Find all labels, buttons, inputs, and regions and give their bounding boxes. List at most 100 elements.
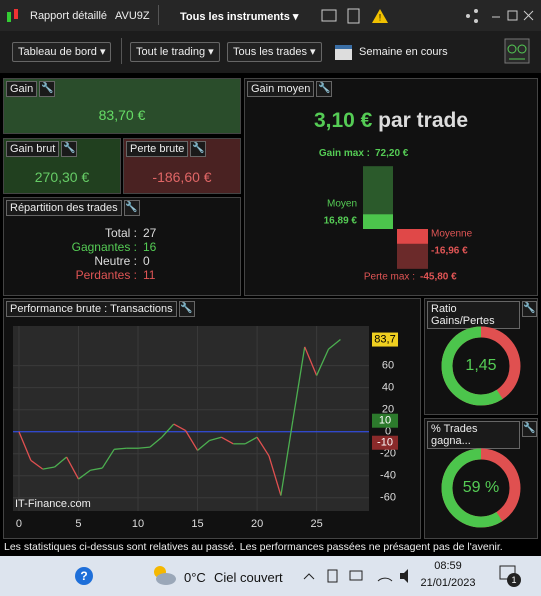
wrench[interactable]: 🔧 xyxy=(521,421,537,437)
donut: 59 % xyxy=(441,448,521,528)
panel-title: Gain moyen xyxy=(247,81,315,97)
x-tick-label: 25 xyxy=(310,518,322,530)
moyen-bar xyxy=(363,214,393,229)
repartition-label: Perdantes : xyxy=(75,268,137,282)
line-segment xyxy=(316,348,330,376)
perte-brute-panel: Perte brute 🔧 -186,60 € xyxy=(123,138,241,194)
value-marker xyxy=(372,413,398,428)
line-segment xyxy=(197,440,210,451)
line-segment xyxy=(221,436,234,445)
line-segment xyxy=(173,423,186,432)
wrench[interactable]: 🔧 xyxy=(522,301,537,317)
tab[interactable]: AVU9Z xyxy=(115,10,150,22)
perte-brute-value: -186,60 € xyxy=(152,169,212,185)
panel-title: Gain xyxy=(6,81,38,97)
gain-moyen-text: 72,20 € xyxy=(375,148,409,159)
tab[interactable]: Rapport détaillé xyxy=(30,10,108,22)
app-icon xyxy=(7,9,18,22)
value-marker xyxy=(372,435,398,450)
wrench[interactable]: 🔧 xyxy=(316,81,333,97)
weather-icon xyxy=(154,566,176,585)
separator xyxy=(121,38,122,64)
repartition-row: Gagnantes : 16 xyxy=(4,240,240,254)
line-segment xyxy=(292,346,306,421)
weather: Ciel couvert xyxy=(214,570,283,585)
gain-moyen-text: Perte max : xyxy=(364,271,415,282)
panel-title: % Trades gagna... xyxy=(427,421,520,449)
gain-moyen-text: Gain max : xyxy=(319,148,370,159)
line-segment xyxy=(256,436,270,457)
window-controls[interactable] xyxy=(460,7,540,25)
line-segment xyxy=(328,339,341,350)
repartition-row: Neutre : 0 xyxy=(4,254,240,268)
wrench[interactable]: 🔧 xyxy=(178,301,195,317)
donut-win xyxy=(441,448,521,528)
time: 08:59 xyxy=(434,560,462,572)
repartition-label: Neutre : xyxy=(94,254,137,268)
tray-icons[interactable] xyxy=(300,566,420,586)
repartition-label: Total : xyxy=(104,226,137,240)
y-tick-label: -40 xyxy=(380,470,396,482)
x-tick-label: 15 xyxy=(191,518,203,530)
repartition-value: 0 xyxy=(143,254,150,268)
button[interactable]: Tableau de bord ▾ xyxy=(12,42,112,62)
gain-moyen-text: -16,96 € xyxy=(431,246,468,257)
calendar-icon xyxy=(335,45,352,60)
value-marker-label: -10 xyxy=(377,437,393,449)
repartition-panel: Répartition des trades 🔧 Total :27 Gagnant… xyxy=(3,197,241,296)
value-marker-label: 10 xyxy=(379,415,391,427)
settings-icon[interactable] xyxy=(503,37,533,67)
y-tick-label: 20 xyxy=(382,404,394,416)
y-tick-label: 60 xyxy=(382,360,394,372)
button[interactable]: Tout le trading ▾ xyxy=(130,42,220,62)
repartition-label: Gagnantes : xyxy=(71,240,137,254)
repartition-value: 27 xyxy=(143,226,157,240)
chart: 60 40 20 0 -20 -40 -60 0 5 10 15 20 25 83,7 10 -10 IT-Fi… xyxy=(13,326,398,530)
notification-icon[interactable] xyxy=(498,564,524,590)
svg-text:?: ? xyxy=(80,569,87,583)
panel-title: Gain brut xyxy=(6,141,60,157)
separator xyxy=(158,5,173,25)
line-segment xyxy=(185,430,199,451)
wrench[interactable]: 🔧 xyxy=(123,200,140,216)
gain-moyen-text: 16,89 € xyxy=(324,216,358,227)
line-segment xyxy=(101,448,115,469)
gain-moyen-bars: Gain max : 72,20 € Moyen 16,89 € Moyenne -16,… xyxy=(319,148,473,283)
gain-brut-panel: Gain brut 🔧 270,30 € xyxy=(3,138,121,194)
footer: Les statistiques ci-dessus sont relative… xyxy=(4,541,503,553)
watermark: IT-Finance.com xyxy=(15,498,91,510)
gain-panel: Gain 🔧 83,70 € xyxy=(3,78,241,134)
y-tick-label: -20 xyxy=(380,448,396,460)
tab-label: Tous les instruments xyxy=(180,11,290,23)
help-icon[interactable]: ? xyxy=(74,566,96,588)
pct-panel: % Trades gagna... 🔧 59 % xyxy=(424,418,538,539)
button[interactable]: Tous les trades ▾ xyxy=(227,42,322,62)
y-tick-label: 0 xyxy=(385,426,391,438)
value-marker xyxy=(372,332,398,347)
line-segment xyxy=(280,420,294,496)
period[interactable]: Semaine en cours xyxy=(359,46,448,58)
tab[interactable]: Tous les instruments ▾ xyxy=(180,11,299,23)
date: 21/01/2023 xyxy=(420,577,476,589)
line-segment xyxy=(18,431,32,461)
ratio-panel: Ratio Gains/Pertes 🔧 1,45 xyxy=(424,298,538,415)
svg-text:!: ! xyxy=(379,12,382,22)
top-bar: Rapport détaillé AVU9Z Tous les instrume… xyxy=(0,0,541,31)
panel-title: Perte brute xyxy=(126,141,189,157)
line-segment xyxy=(42,466,55,470)
line-segment xyxy=(114,447,127,450)
chart-title: Performance brute : Transactions xyxy=(6,301,177,317)
gain-moyen-text: Moyen xyxy=(327,199,357,210)
notification-count: 1 xyxy=(511,575,517,585)
wrench[interactable]: 🔧 xyxy=(190,141,207,157)
temperature: 0°C xyxy=(184,570,206,585)
icons: ! xyxy=(321,8,388,24)
wrench[interactable]: 🔧 xyxy=(61,141,78,157)
wrench[interactable]: 🔧 xyxy=(39,81,56,97)
line-segment xyxy=(78,469,91,480)
x-tick-label: 10 xyxy=(132,518,144,530)
line-segment xyxy=(304,346,318,376)
gain-moyen-text: Moyenne xyxy=(431,229,473,240)
panel-title: Répartition des trades xyxy=(6,200,122,216)
